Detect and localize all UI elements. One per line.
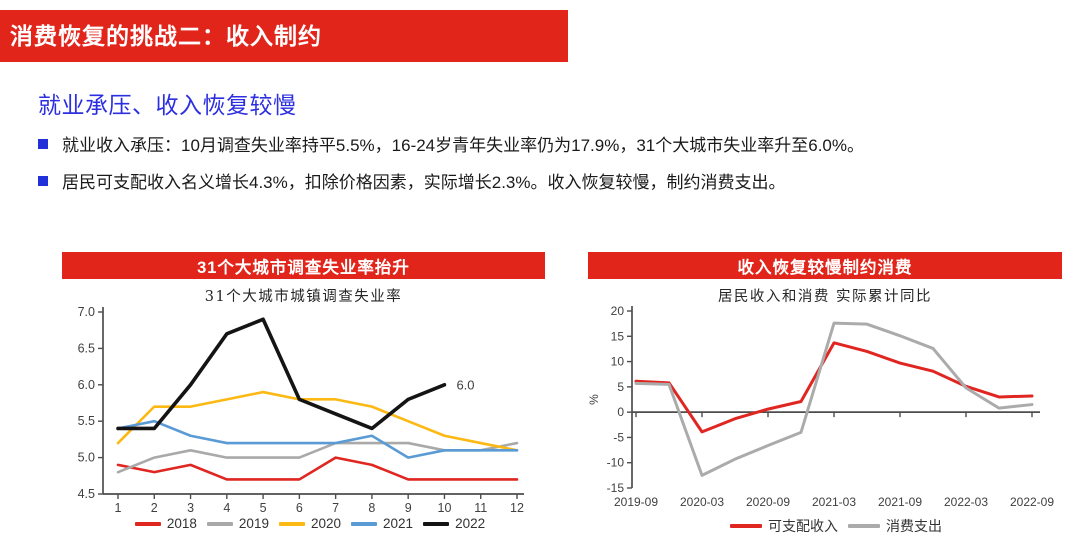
left-chart-header: 31个大城市调查失业率抬升 (62, 252, 545, 279)
x-tick-label: 2022-03 (944, 495, 988, 509)
x-tick-label: 2021-09 (878, 495, 922, 509)
y-tick-label: 6.0 (78, 378, 95, 392)
x-tick-label: 7 (332, 501, 339, 515)
right-chart-legend: 可支配收入 消费支出 (632, 516, 1040, 536)
series-line-消费支出 (634, 321, 1034, 477)
left-chart-header-text: 31个大城市调查失业率抬升 (197, 258, 410, 277)
legend-label: 2019 (238, 516, 269, 531)
bullet-text: 居民可支配收入名义增长4.3%，扣除价格因素，实际增长2.3%。收入恢复较慢，制… (62, 173, 786, 192)
legend-swatch-icon (278, 521, 305, 526)
left-chart-legend: 2018 2019 2020 2021 2022 (103, 516, 517, 531)
left-chart-title: 31个大城市城镇调查失业率 (204, 289, 403, 305)
bullet-text: 就业收入承压：10月调查失业率持平5.5%，16-24岁青年失业率仍为17.9%… (62, 136, 864, 155)
y-tick-label: -15 (607, 481, 625, 495)
y-tick-label: -5 (613, 430, 624, 444)
series-lines (634, 321, 1034, 477)
legend-swatch-icon (206, 521, 233, 526)
series-lines (116, 317, 519, 481)
right-chart-title: 居民收入和消费 实际累计同比 (717, 289, 933, 305)
legend-item-2020: 2020 (278, 516, 342, 531)
legend-item-消费支出: 消费支出 (848, 516, 942, 536)
y-tick-label: 15 (611, 329, 625, 343)
x-tick-label: 8 (368, 501, 375, 515)
x-tick-label: 1 (115, 501, 122, 515)
legend-swatch-icon (351, 521, 378, 526)
y-tick-label: -10 (607, 456, 625, 470)
y-tick-label: 4.5 (78, 487, 95, 501)
series-line-2022 (116, 317, 447, 431)
right-chart-header: 收入恢复较慢制约消费 (588, 252, 1062, 279)
series-line-2018 (116, 456, 519, 481)
legend-swatch-icon (730, 524, 762, 528)
x-tick-label: 2020-03 (680, 495, 724, 509)
y-tick-label: 5.0 (78, 451, 95, 465)
slide-title-banner: 消费恢复的挑战二：收入制约 (0, 10, 568, 62)
x-tick-label: 12 (510, 501, 524, 515)
y-tick-label: 6.5 (78, 341, 95, 355)
x-tick-label: 6 (296, 501, 303, 515)
series-line-可支配收入 (634, 341, 1034, 434)
bullet-marker-icon (38, 175, 48, 186)
x-tick-label: 2020-09 (746, 495, 790, 509)
axes: -15 -10 -5 0 5 10 15 20 2019-09 2020-03 2020-09 202… (587, 304, 1054, 509)
y-tick-label: 10 (611, 355, 625, 369)
y-tick-label: 7.0 (78, 305, 95, 319)
x-tick-label: 10 (438, 501, 452, 515)
section-heading: 就业承压、收入恢复较慢 (38, 92, 297, 118)
legend-item-2019: 2019 (206, 516, 269, 531)
legend-item-可支配收入: 可支配收入 (730, 516, 838, 536)
right-chart-header-text: 收入恢复较慢制约消费 (737, 258, 913, 277)
legend-swatch-icon (848, 524, 880, 528)
x-tick-label: 11 (474, 501, 487, 515)
legend-swatch-icon (134, 521, 161, 526)
bullet-list: 就业收入承压：10月调查失业率持平5.5%，16-24岁青年失业率仍为17.9%… (38, 131, 864, 205)
legend-swatch-icon (423, 521, 450, 526)
x-tick-label: 3 (187, 501, 194, 515)
y-tick-label: 5 (617, 380, 624, 394)
series-line-2020 (116, 390, 519, 452)
legend-item-2018: 2018 (134, 516, 197, 531)
x-tick-label: 9 (405, 501, 412, 515)
y-tick-label: 0 (617, 405, 624, 419)
legend-item-2022: 2022 (423, 516, 485, 531)
legend-label: 可支配收入 (768, 519, 838, 535)
y-axis-label: % (587, 394, 601, 405)
y-tick-label: 20 (611, 304, 625, 318)
data-label: 6.0 (456, 377, 474, 392)
x-tick-label: 4 (223, 501, 230, 515)
slide-title: 消费恢复的挑战二：收入制约 (10, 23, 322, 49)
legend-label: 2022 (455, 516, 486, 531)
x-tick-label: 2022-09 (1010, 495, 1054, 509)
bullet-item: 居民可支配收入名义增长4.3%，扣除价格因素，实际增长2.3%。收入恢复较慢，制… (38, 168, 864, 193)
legend-item-2021: 2021 (351, 516, 413, 531)
series-line-2021 (116, 419, 519, 459)
bullet-item: 就业收入承压：10月调查失业率持平5.5%，16-24岁青年失业率仍为17.9%… (38, 131, 864, 156)
x-tick-label: 2021-03 (812, 495, 856, 509)
legend-label: 2018 (166, 516, 197, 531)
y-tick-label: 5.5 (78, 414, 95, 428)
x-tick-label: 5 (260, 501, 267, 515)
axes: 4.55.05.56.06.57.01 2 3 4 5 6 7 8 9 10 11 12 (78, 305, 524, 515)
x-tick-label: 2 (151, 501, 158, 515)
legend-label: 2021 (383, 516, 414, 531)
bullet-marker-icon (38, 138, 48, 149)
legend-label: 2020 (310, 516, 342, 531)
legend-label: 消费支出 (886, 519, 942, 535)
x-tick-label: 2019-09 (614, 495, 658, 509)
